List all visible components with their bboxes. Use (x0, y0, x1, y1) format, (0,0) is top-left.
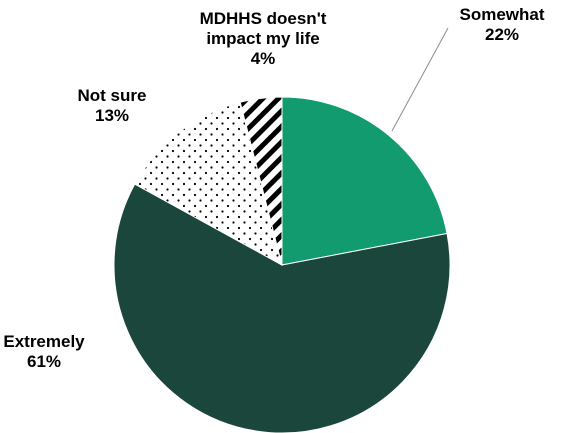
slice-value-mdhhs-doesn-t-impact-my-life: 4% (251, 49, 276, 68)
slice-label-text-not-sure: Not sure (78, 86, 147, 105)
pie-slice-extremely (113, 183, 451, 433)
pie-slice-mdhhs-doesn-t-impact-my-life (239, 96, 283, 266)
pie-slice-not-sure (134, 101, 283, 266)
slice-label-text-mdhhs-doesn-t-impact-my-life-2: impact my life (206, 29, 319, 48)
pie-slice-somewhat (281, 96, 448, 266)
slice-label-text-mdhhs-doesn-t-impact-my-life-1: MDHHS doesn't (200, 9, 327, 28)
slice-value-extremely: 61% (27, 352, 61, 371)
slice-label-text-extremely: Extremely (3, 332, 85, 351)
slice-label-text-somewhat: Somewhat (459, 5, 544, 24)
slice-value-not-sure: 13% (95, 106, 129, 125)
leader-line-somewhat (391, 27, 449, 132)
slice-value-somewhat: 22% (485, 25, 519, 44)
